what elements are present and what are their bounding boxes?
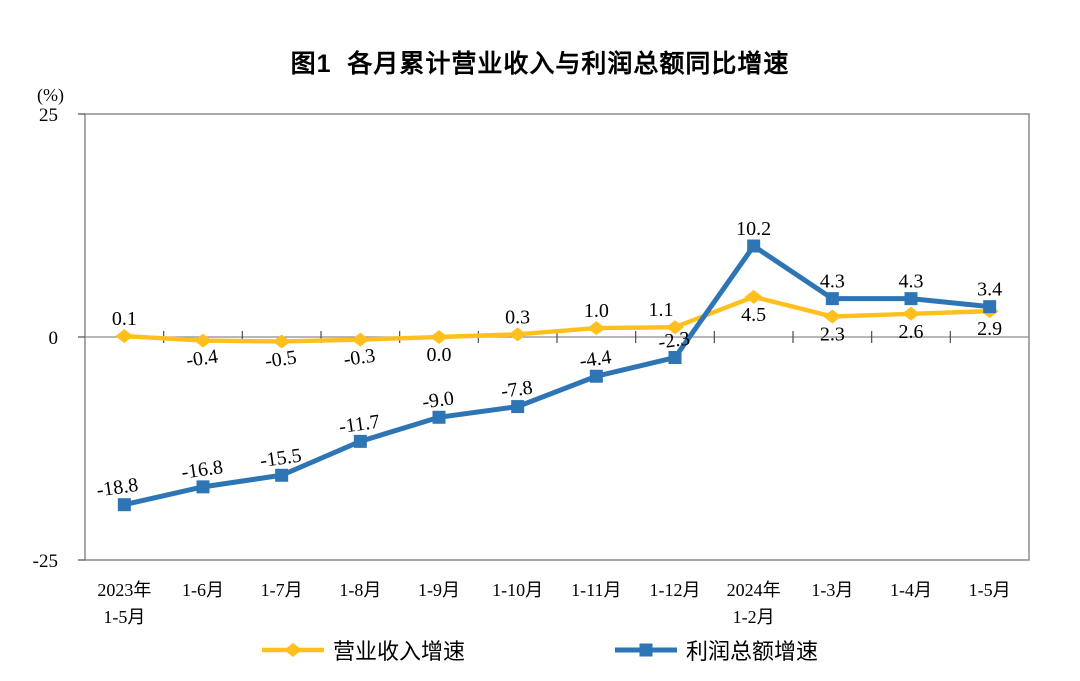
chart-title: 图1 各月累计营业收入与利润总额同比增速: [290, 50, 790, 78]
x-axis-label: 1-8月: [339, 580, 381, 600]
data-point-marker: [272, 334, 291, 349]
data-point-marker: [902, 306, 920, 321]
data-label: -18.8: [95, 474, 139, 502]
x-axis-label: 2023年: [97, 580, 151, 600]
data-point-marker: [668, 351, 682, 365]
data-label: -11.7: [338, 411, 382, 438]
legend-item-revenue: 营业收入增速: [261, 634, 465, 666]
data-point-marker: [432, 410, 446, 424]
data-point-marker: [983, 300, 997, 314]
revenue-line-marker-icon: [261, 641, 324, 659]
data-point-marker: [747, 239, 761, 253]
data-point-marker: [275, 468, 289, 482]
data-label: -9.0: [421, 387, 455, 413]
data-label: -0.3: [342, 345, 376, 371]
data-label: 10.2: [736, 218, 771, 240]
data-label: 0.0: [427, 344, 452, 366]
x-axis-label: 1-10月: [492, 580, 543, 600]
legend-label-revenue: 营业收入增速: [332, 639, 465, 664]
data-label: -2.3: [657, 327, 691, 353]
data-label: 0.1: [112, 308, 137, 330]
data-point-marker: [353, 434, 367, 448]
data-point-marker: [823, 309, 842, 324]
x-axis-label: 2024年: [727, 580, 781, 600]
data-label: 1.1: [649, 299, 674, 321]
x-axis-label: 1-11月: [571, 580, 621, 600]
data-point-marker: [904, 292, 918, 306]
data-label: -16.8: [180, 456, 224, 484]
data-point-marker: [117, 498, 131, 512]
data-point-marker: [587, 321, 606, 336]
x-axis-label: 1-9月: [418, 580, 460, 600]
x-axis-label: 1-2月: [733, 607, 775, 627]
data-point-marker: [589, 369, 603, 383]
data-point-marker: [666, 320, 684, 335]
data-label: 3.4: [977, 279, 1002, 301]
data-label: -0.5: [264, 346, 298, 372]
profit-line-marker-icon: [615, 641, 677, 659]
data-label: 2.6: [899, 321, 924, 343]
y-axis-tick-label: 25: [39, 105, 58, 126]
data-point-marker: [430, 330, 448, 344]
data-label: 4.3: [899, 271, 924, 293]
data-point-marker: [508, 327, 527, 342]
x-axis-label: 1-7月: [261, 580, 303, 600]
data-point-marker: [511, 400, 525, 414]
x-axis-label: 1-12月: [650, 580, 701, 600]
data-label: 1.0: [584, 300, 609, 322]
data-point-marker: [351, 332, 370, 347]
y-axis-tick-label: 0: [49, 328, 59, 349]
x-axis-label: 1-5月: [969, 580, 1011, 600]
series-line-profit: [123, 242, 990, 508]
data-label: -4.4: [578, 346, 612, 372]
data-label: -0.4: [185, 346, 219, 372]
data-label: 4.3: [820, 271, 845, 293]
data-label: 0.3: [505, 306, 530, 328]
x-axis-label: 1-6月: [182, 580, 224, 600]
legend-label-profit: 利润总额增速: [686, 639, 819, 664]
plot-area: 25 0 -25 (%) 2023年 1-5月 1-6月 1-7月 1-8月 1-9月 1-10月 1…: [33, 85, 1030, 627]
data-point-marker: [196, 480, 210, 494]
legend: 营业收入增速 利润总额增速: [0, 634, 1080, 666]
y-axis-unit-label: (%): [37, 85, 64, 106]
data-label: 2.9: [977, 318, 1002, 340]
data-point-marker: [115, 329, 134, 344]
series-line-revenue: [124, 294, 990, 344]
x-axis-label: 1-4月: [890, 580, 932, 600]
data-point-marker: [825, 292, 839, 306]
legend-item-profit: 利润总额增速: [615, 634, 818, 666]
data-label: 4.5: [741, 304, 766, 326]
data-label: -7.8: [500, 377, 534, 403]
x-axis-label: 1-3月: [811, 580, 853, 600]
x-axis-label: 1-5月: [103, 607, 145, 627]
data-point-marker: [744, 289, 763, 304]
data-point-marker: [194, 333, 212, 348]
data-label: 2.3: [820, 323, 845, 345]
y-axis-tick-label: -25: [33, 551, 58, 572]
